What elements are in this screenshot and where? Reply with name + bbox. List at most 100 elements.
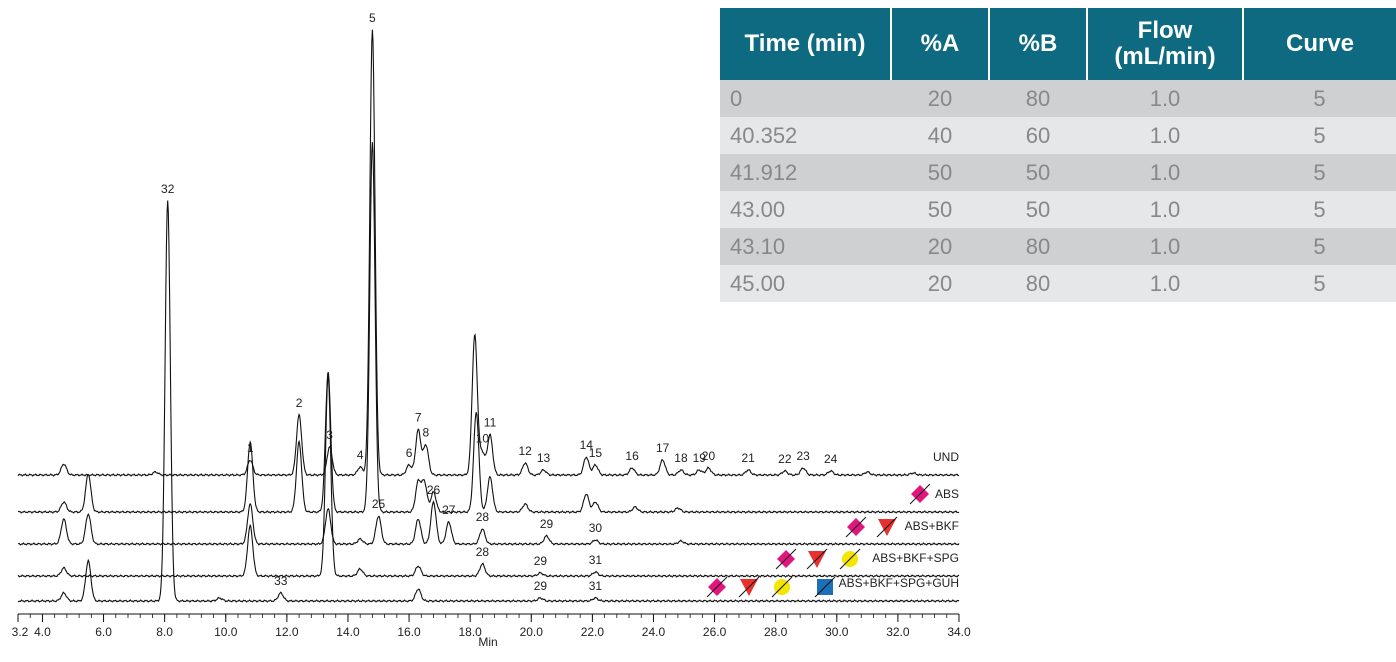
table-row: 45.00 20 80 1.0 5 <box>720 265 1396 302</box>
table-row: 43.10 20 80 1.0 5 <box>720 228 1396 265</box>
x-tick-label: 26.0 <box>703 625 727 639</box>
magenta-diamond-icon <box>909 483 931 505</box>
peak-label: 32 <box>161 182 175 196</box>
peak-label: 22 <box>778 452 792 466</box>
peak-label: 27 <box>442 503 456 517</box>
peak-label: 5 <box>369 11 376 25</box>
blue-square-icon <box>814 576 836 598</box>
table-cell: 20 <box>891 228 989 265</box>
table-cell: 50 <box>989 154 1087 191</box>
peak-label: 21 <box>742 451 756 465</box>
chromatogram-traces <box>17 29 960 603</box>
trace-abs-bkf-spg-guh <box>17 200 960 603</box>
peak-label: 31 <box>589 579 603 593</box>
table-cell: 45.00 <box>720 265 891 302</box>
peak-label: 4 <box>357 448 364 462</box>
red-triangle-icon <box>738 576 760 598</box>
header-flow: Flow (mL/min) <box>1087 8 1244 80</box>
table-cell: 40 <box>891 117 989 154</box>
peak-label: 15 <box>589 446 603 460</box>
peak-label: 14 <box>580 438 594 452</box>
trace-und <box>17 29 960 477</box>
peak-label: 24 <box>824 452 838 466</box>
table-cell: 1.0 <box>1087 117 1243 154</box>
peak-label: 8 <box>423 425 430 439</box>
table-cell: 0 <box>720 80 891 117</box>
x-tick-label: 20.0 <box>520 625 544 639</box>
x-tick-label: 18.0 <box>458 625 482 639</box>
table-cell: 20 <box>891 80 989 117</box>
peak-label: 28 <box>476 510 490 524</box>
table-cell: 80 <box>989 265 1087 302</box>
peak-label: 29 <box>534 554 548 568</box>
trace-label: ABS <box>935 487 959 501</box>
table-cell: 1.0 <box>1087 80 1243 117</box>
trace-label: UND <box>933 450 959 464</box>
magenta-diamond-icon <box>845 516 867 538</box>
trace-abs-bkf-spg <box>17 375 960 578</box>
peak-label: 26 <box>427 483 441 497</box>
peak-label: 10 <box>476 432 490 446</box>
peak-label: 1 <box>247 441 254 455</box>
x-tick-label: 6.0 <box>95 625 112 639</box>
red-triangle-icon <box>806 548 828 570</box>
table-cell: 40.352 <box>720 117 891 154</box>
header-percent-b: %B <box>989 8 1088 80</box>
peak-label: 30 <box>589 521 603 535</box>
header-percent-b-label: %B <box>1018 30 1058 57</box>
x-tick-label: 3.2 <box>12 625 29 639</box>
trace-label: ABS+BKF+SPG <box>872 551 959 565</box>
x-tick-label: 24.0 <box>642 625 666 639</box>
peak-label: 33 <box>274 574 288 588</box>
peak-label: 29 <box>534 579 548 593</box>
legend-symbols <box>706 483 931 598</box>
header-time: Time (min) <box>720 8 892 80</box>
peak-label: 20 <box>702 449 716 463</box>
gradient-table-header: Time (min) %A %B Flow (mL/min) Curve <box>720 8 1396 80</box>
peak-label: 6 <box>406 446 413 460</box>
table-cell: 80 <box>989 80 1087 117</box>
yellow-circle-icon <box>839 548 861 570</box>
header-percent-a: %A <box>891 8 990 80</box>
x-tick-label: 4.0 <box>34 625 51 639</box>
x-tick-label: 14.0 <box>336 625 360 639</box>
table-cell: 5 <box>1243 228 1396 265</box>
table-cell: 1.0 <box>1087 191 1243 228</box>
peak-label: 25 <box>372 497 386 511</box>
table-cell: 50 <box>989 191 1087 228</box>
x-tick-label: 12.0 <box>275 625 299 639</box>
peak-label: 19 <box>693 451 707 465</box>
x-tick-label: 16.0 <box>397 625 421 639</box>
table-cell: 1.0 <box>1087 154 1243 191</box>
magenta-diamond-icon <box>775 548 797 570</box>
table-row: 40.352 40 60 1.0 5 <box>720 117 1396 154</box>
table-cell: 50 <box>891 191 989 228</box>
x-tick-label: 22.0 <box>581 625 605 639</box>
table-cell: 1.0 <box>1087 228 1243 265</box>
yellow-circle-icon <box>771 576 793 598</box>
table-cell: 5 <box>1243 117 1396 154</box>
x-tick-label: 32.0 <box>886 625 910 639</box>
table-cell: 1.0 <box>1087 265 1243 302</box>
peak-label: 28 <box>476 545 490 559</box>
table-cell: 50 <box>891 154 989 191</box>
trace-labels: UND ABS ABS+BKF ABS+BKF+SPG ABS+BKF+SPG+GUH <box>839 450 960 590</box>
table-cell: 80 <box>989 228 1087 265</box>
red-triangle-icon <box>876 516 898 538</box>
peak-label: 2 <box>296 396 303 410</box>
trace-label: ABS+BKF+SPG+GUH <box>839 576 959 590</box>
trace-label: ABS+BKF <box>905 519 959 533</box>
table-cell: 5 <box>1243 154 1396 191</box>
table-cell: 20 <box>891 265 989 302</box>
peak-label: 16 <box>625 449 639 463</box>
peak-label: 7 <box>415 411 422 425</box>
x-axis: 3.2 4.0 6.0 8.0 10.0 12.0 14.0 16.0 18.0 20.0 22.0… <box>12 613 971 639</box>
table-cell: 5 <box>1243 265 1396 302</box>
x-tick-label: 8.0 <box>156 625 173 639</box>
trace-abs-bkf <box>17 500 960 546</box>
peak-label: 13 <box>537 451 551 465</box>
header-percent-a-label: %A <box>920 30 960 57</box>
table-cell: 5 <box>1243 191 1396 228</box>
